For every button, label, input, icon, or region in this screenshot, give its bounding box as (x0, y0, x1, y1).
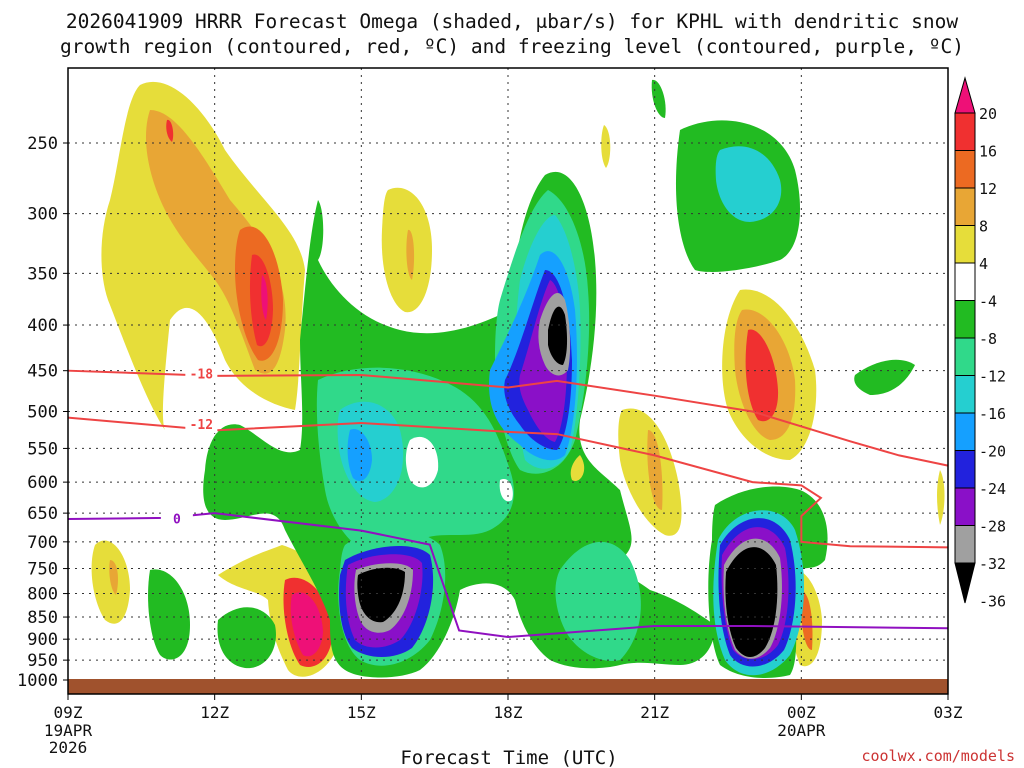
colorbar-label: -36 (979, 593, 1006, 611)
colorbar-label: -28 (979, 518, 1006, 536)
omega-region (937, 470, 945, 525)
colorbar-label: 4 (979, 255, 988, 273)
y-tick-label: 350 (27, 264, 58, 284)
colorbar-swatch (954, 300, 976, 339)
colorbar-label: 16 (979, 143, 997, 161)
chart-title-line2: growth region (contoured, red, ºC) and f… (60, 35, 964, 58)
chart-title-line1: 2026041909 HRRR Forecast Omega (shaded, … (66, 10, 958, 33)
y-axis: 2503003504004505005506006507007508008509… (17, 134, 68, 691)
omega-region (854, 359, 915, 395)
contour-label-bg (160, 511, 193, 528)
omega-region (745, 329, 779, 422)
colorbar-label: -20 (979, 443, 1006, 461)
contour-label: -12 (190, 418, 213, 433)
omega-region (405, 436, 439, 488)
colorbar-swatch (954, 487, 976, 526)
y-tick-label: 1000 (17, 671, 58, 691)
omega-region (166, 119, 174, 142)
omega-region (725, 547, 778, 657)
colorbar-label: 8 (979, 218, 988, 236)
contour-line (67, 512, 949, 639)
contour-label-bg (185, 366, 218, 383)
x-tick-label: 18Z (494, 703, 523, 722)
y-tick-label: 400 (27, 316, 58, 336)
x-axis-label: Forecast Time (UTC) (400, 747, 617, 768)
contour-line (67, 416, 949, 549)
colorbar-label: -12 (979, 368, 1006, 386)
colorbar-label: -8 (979, 330, 997, 348)
y-tick-label: 500 (27, 403, 58, 423)
contour-label-bg (185, 417, 218, 434)
x-tick-label: 09Z (54, 703, 83, 722)
omega-region (651, 79, 666, 118)
omega-region (570, 455, 585, 481)
colorbar-swatch (954, 225, 976, 264)
omega-region (548, 306, 568, 365)
omega-region (249, 254, 273, 347)
x-tick-sublabel: 20APR (777, 721, 826, 740)
y-tick-label: 750 (27, 560, 58, 580)
omega-region (217, 607, 276, 669)
omega-region (290, 592, 323, 657)
omega-region (647, 430, 663, 510)
colorbar-swatch (954, 450, 976, 489)
colorbar-label: -32 (979, 555, 1006, 573)
colorbar-bottom-arrow (954, 562, 976, 604)
colorbar-swatch (954, 525, 976, 564)
y-tick-label: 450 (27, 362, 58, 382)
y-tick-label: 250 (27, 134, 58, 154)
x-tick-label: 15Z (347, 703, 376, 722)
x-tick-label: 03Z (934, 703, 963, 722)
y-tick-label: 300 (27, 205, 58, 225)
colorbar-label: 20 (979, 105, 997, 123)
omega-region (406, 229, 415, 280)
colorbar-label: -4 (979, 293, 997, 311)
omega-region (715, 146, 782, 222)
footer-credit: coolwx.com/models (861, 747, 1015, 765)
omega-region (601, 125, 611, 168)
colorbar-swatch (954, 262, 976, 301)
contour-line (67, 369, 949, 467)
x-tick-sublabel: 19APR (44, 721, 93, 740)
y-tick-label: 800 (27, 585, 58, 605)
colorbar-label: -24 (979, 480, 1006, 498)
y-tick-label: 650 (27, 504, 58, 524)
colorbar-swatch (954, 412, 976, 451)
colorbar-swatch (954, 375, 976, 414)
y-tick-label: 600 (27, 473, 58, 493)
contour-label: 0 (173, 512, 181, 527)
colorbar-top-arrow (954, 76, 976, 114)
omega-region (148, 569, 190, 660)
x-tick-label: 00Z (787, 703, 816, 722)
y-tick-label: 850 (27, 608, 58, 628)
colorbar-swatch (954, 112, 976, 151)
omega-region (357, 567, 405, 623)
colorbar-swatch (954, 337, 976, 376)
x-tick-sublabel: 2026 (49, 738, 88, 757)
colorbar-label: 12 (979, 180, 997, 198)
y-tick-label: 550 (27, 439, 58, 459)
omega-region (499, 479, 513, 502)
y-tick-label: 900 (27, 630, 58, 650)
ground-bar (68, 679, 948, 694)
colorbar-swatch (954, 150, 976, 189)
colorbar: 20 16 12 8 4 -4 -8 -12 -16 -20 -24 -28 -32 -36 (954, 76, 1006, 611)
contour-label: -18 (190, 367, 214, 382)
omega-region (347, 429, 372, 481)
omega-region (261, 275, 268, 320)
contours: -18 -12 0 (67, 366, 949, 639)
y-tick-label: 950 (27, 651, 58, 671)
omega-shading (91, 79, 945, 678)
x-tick-label: 21Z (640, 703, 669, 722)
colorbar-label: -16 (979, 405, 1006, 423)
x-tick-label: 12Z (200, 703, 229, 722)
colorbar-swatch (954, 187, 976, 226)
y-tick-label: 700 (27, 533, 58, 553)
